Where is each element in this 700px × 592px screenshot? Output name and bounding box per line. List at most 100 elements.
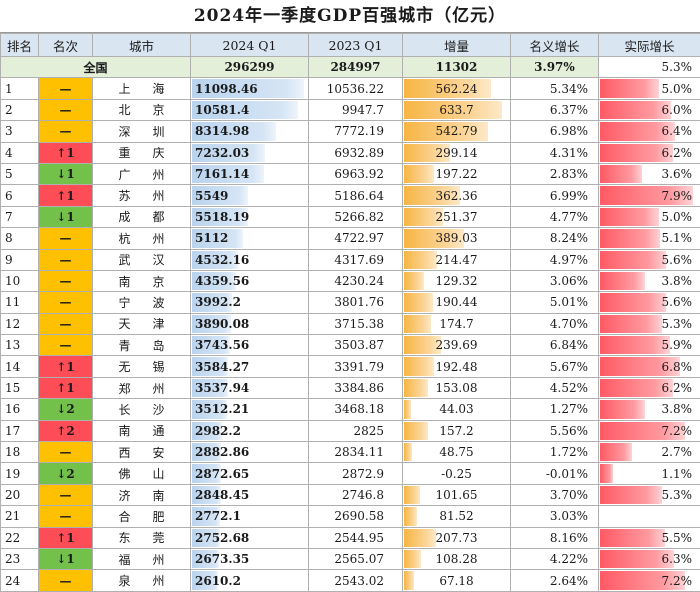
rank-cell: 11 (1, 292, 39, 313)
data-bar (600, 315, 662, 333)
city-name: 济南 (93, 484, 191, 505)
real-growth-cell: 5.0% (599, 206, 700, 227)
real-growth-value: 5.1% (662, 231, 700, 245)
rank-change-badge: ↓1 (39, 548, 93, 569)
q2023-cell: 2746.8 (309, 484, 403, 505)
data-bar (404, 507, 417, 525)
q2024-cell: 7161.14 (191, 163, 309, 184)
nominal-growth: 5.56% (511, 420, 599, 441)
real-growth-value: 6.3% (662, 552, 700, 566)
data-bar (404, 272, 424, 290)
q2024-value: 4359.56 (191, 274, 249, 288)
increase-value: 562.24 (436, 82, 478, 96)
city-name: 广州 (93, 163, 191, 184)
q2023-cell: 3468.18 (309, 399, 403, 420)
q2023-cell: 2543.02 (309, 570, 403, 591)
city-name: 长沙 (93, 399, 191, 420)
rank-cell: 18 (1, 442, 39, 463)
q2024-cell: 2772.1 (191, 506, 309, 527)
real-growth-value: 6.8% (662, 360, 700, 374)
increase-value: 174.7 (439, 317, 473, 331)
increase-value: 251.37 (436, 210, 478, 224)
data-bar (404, 251, 437, 269)
real-growth-value (692, 509, 700, 523)
increase-value: 81.52 (439, 509, 473, 523)
rank-change-badge: — (39, 313, 93, 334)
increase-cell: 299.14 (403, 142, 511, 163)
city-name: 天津 (93, 313, 191, 334)
city-name: 福州 (93, 548, 191, 569)
rank-cell: 14 (1, 356, 39, 377)
rank-change-badge: ↑1 (39, 142, 93, 163)
rank-change-badge: — (39, 335, 93, 356)
increase-value: 157.2 (439, 424, 473, 438)
city-name: 西安 (93, 442, 191, 463)
q2024-cell: 2882.86 (191, 442, 309, 463)
data-bar (600, 529, 665, 547)
q2024-value: 2673.35 (191, 552, 249, 566)
gdp-table: 排名 名次 城市 2024 Q1 2023 Q1 增量 名义增长 实际增长 全国… (0, 33, 700, 592)
rank-change-badge: ↑2 (39, 420, 93, 441)
q2024-cell: 8314.98 (191, 121, 309, 142)
nominal-growth: 8.24% (511, 228, 599, 249)
city-name: 成都 (93, 206, 191, 227)
real-growth-value: 6.2% (662, 381, 700, 395)
city-name: 深圳 (93, 121, 191, 142)
q2024-cell: 3992.2 (191, 292, 309, 313)
q2023-cell: 9947.7 (309, 99, 403, 120)
city-name: 南京 (93, 270, 191, 291)
rank-change-badge: — (39, 78, 93, 99)
nominal-growth: 3.06% (511, 270, 599, 291)
real-growth-cell: 5.6% (599, 292, 700, 313)
total-row: 全国 296299 284997 11302 3.97% 5.3% (1, 57, 700, 78)
nominal-growth: 4.70% (511, 313, 599, 334)
increase-value: 190.44 (436, 295, 478, 309)
q2023-cell: 3801.76 (309, 292, 403, 313)
city-name: 苏州 (93, 185, 191, 206)
q2024-value: 3512.21 (191, 402, 249, 416)
q2024-value: 11098.46 (191, 82, 258, 96)
real-growth-cell: 5.3% (599, 313, 700, 334)
real-growth-cell: 7.9% (599, 185, 700, 206)
increase-value: 207.73 (436, 531, 478, 545)
city-name: 北京 (93, 99, 191, 120)
data-bar (404, 379, 428, 397)
rank-change-badge: — (39, 99, 93, 120)
q2024-value: 5549 (191, 189, 228, 203)
q2024-value: 2752.68 (191, 531, 249, 545)
nominal-growth: 1.72% (511, 442, 599, 463)
data-bar (404, 165, 434, 183)
data-bar (600, 400, 645, 418)
rank-cell: 16 (1, 399, 39, 420)
q2024-value: 2610.2 (191, 574, 241, 588)
total-real: 5.3% (599, 57, 700, 78)
rank-change-badge: ↑1 (39, 185, 93, 206)
rank-cell: 3 (1, 121, 39, 142)
real-growth-cell: 2.7% (599, 442, 700, 463)
rank-change-badge: — (39, 292, 93, 313)
real-growth-value: 6.4% (662, 124, 700, 138)
q2024-value: 10581.4 (191, 103, 249, 117)
q2023-cell: 2565.07 (309, 548, 403, 569)
nominal-growth: -0.01% (511, 463, 599, 484)
header-q2023: 2023 Q1 (309, 34, 403, 57)
q2023-cell: 2872.9 (309, 463, 403, 484)
increase-value: 214.47 (436, 253, 478, 267)
increase-cell: 44.03 (403, 399, 511, 420)
nominal-growth: 2.83% (511, 163, 599, 184)
rank-change-badge: — (39, 442, 93, 463)
q2024-cell: 2982.2 (191, 420, 309, 441)
real-growth-value: 5.6% (662, 253, 700, 267)
increase-cell: 67.18 (403, 570, 511, 591)
header-q2024: 2024 Q1 (191, 34, 309, 57)
rank-cell: 15 (1, 377, 39, 398)
rank-cell: 23 (1, 548, 39, 569)
